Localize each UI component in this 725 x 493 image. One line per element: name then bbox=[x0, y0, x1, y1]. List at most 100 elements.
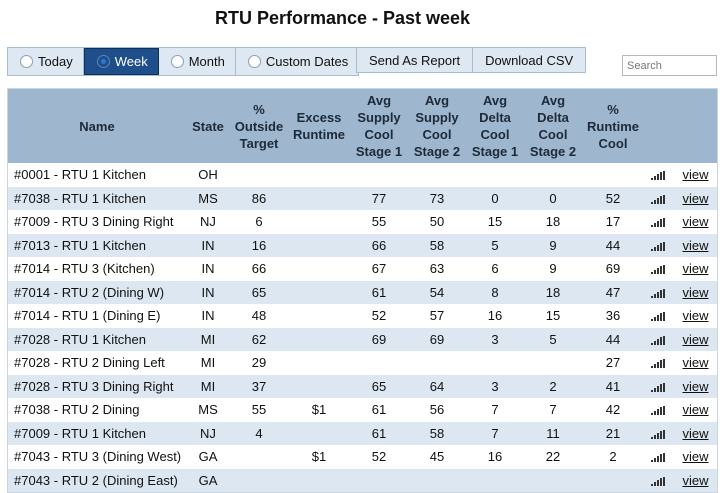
cell-outside-target bbox=[230, 445, 288, 469]
view-link[interactable]: view bbox=[682, 190, 709, 206]
cell-name: #7038 - RTU 2 Dining bbox=[8, 398, 186, 422]
cell-excess-runtime bbox=[288, 257, 350, 281]
bar-chart-icon[interactable] bbox=[651, 382, 665, 392]
download-csv-button[interactable]: Download CSV bbox=[485, 52, 574, 68]
cell-state: MI bbox=[186, 374, 230, 398]
bar-chart-icon[interactable] bbox=[651, 453, 665, 463]
column-header-avg-delta-stage-1[interactable]: Avg Delta Cool Stage 1 bbox=[466, 89, 524, 163]
cell-state: MI bbox=[186, 351, 230, 375]
column-header-state[interactable]: State bbox=[186, 89, 230, 163]
cell-avg-supply-stage-1: 52 bbox=[350, 445, 408, 469]
cell-avg-supply-stage-1: 55 bbox=[350, 210, 408, 234]
cell-excess-runtime bbox=[288, 421, 350, 445]
view-link[interactable]: view bbox=[682, 378, 709, 394]
cell-runtime-cool: 52 bbox=[582, 186, 644, 210]
view-link[interactable]: view bbox=[682, 331, 709, 347]
cell-outside-target bbox=[230, 163, 288, 187]
cell-excess-runtime bbox=[288, 327, 350, 351]
cell-chart bbox=[644, 163, 672, 187]
cell-chart bbox=[644, 304, 672, 328]
cell-state: IN bbox=[186, 304, 230, 328]
column-header-outside-target[interactable]: % Outside Target bbox=[230, 89, 288, 163]
range-today-button[interactable]: Today bbox=[8, 48, 84, 75]
cell-name: #7038 - RTU 1 Kitchen bbox=[8, 186, 186, 210]
column-header-excess-runtime[interactable]: Excess Runtime bbox=[288, 89, 350, 163]
range-month-button[interactable]: Month bbox=[158, 48, 236, 75]
cell-state: IN bbox=[186, 280, 230, 304]
cell-state: MS bbox=[186, 186, 230, 210]
cell-view: view bbox=[672, 257, 717, 281]
table-row: #7043 - RTU 3 (Dining West) GA $1 52 45 16 22 2… bbox=[8, 445, 717, 469]
column-header-name[interactable]: Name bbox=[8, 89, 186, 163]
column-header-avg-supply-stage-2[interactable]: Avg Supply Cool Stage 2 bbox=[408, 89, 466, 163]
cell-name: #7028 - RTU 3 Dining Right bbox=[8, 374, 186, 398]
bar-chart-icon[interactable] bbox=[651, 335, 665, 345]
cell-avg-delta-stage-2: 15 bbox=[524, 304, 582, 328]
view-link[interactable]: view bbox=[682, 402, 709, 418]
send-as-report-button[interactable]: Send As Report bbox=[357, 48, 474, 72]
column-header-avg-delta-stage-2[interactable]: Avg Delta Cool Stage 2 bbox=[524, 89, 582, 163]
bar-chart-icon[interactable] bbox=[651, 476, 665, 486]
cell-avg-delta-stage-1: 16 bbox=[466, 445, 524, 469]
cell-chart bbox=[644, 468, 672, 492]
cell-avg-delta-stage-2: 2 bbox=[524, 374, 582, 398]
bar-chart-icon[interactable] bbox=[651, 265, 665, 275]
cell-chart bbox=[644, 327, 672, 351]
cell-avg-delta-stage-2: 18 bbox=[524, 280, 582, 304]
bar-chart-icon[interactable] bbox=[651, 288, 665, 298]
radio-icon bbox=[247, 55, 261, 68]
table-header-row: Name State % Outside Target Excess Runti… bbox=[8, 89, 717, 163]
cell-state: IN bbox=[186, 257, 230, 281]
cell-state: OH bbox=[186, 163, 230, 187]
cell-avg-delta-stage-1: 8 bbox=[466, 280, 524, 304]
cell-runtime-cool: 17 bbox=[582, 210, 644, 234]
view-link[interactable]: view bbox=[682, 425, 709, 441]
view-link[interactable]: view bbox=[682, 308, 709, 324]
cell-avg-delta-stage-2: 9 bbox=[524, 233, 582, 257]
cell-avg-supply-stage-1 bbox=[350, 351, 408, 375]
cell-avg-supply-stage-2: 73 bbox=[408, 186, 466, 210]
cell-chart bbox=[644, 257, 672, 281]
view-link[interactable]: view bbox=[682, 214, 709, 230]
bar-chart-icon[interactable] bbox=[651, 312, 665, 322]
column-header-avg-supply-stage-1[interactable]: Avg Supply Cool Stage 1 bbox=[350, 89, 408, 163]
cell-avg-delta-stage-2: 5 bbox=[524, 327, 582, 351]
range-week-button[interactable]: Week bbox=[83, 48, 159, 75]
column-header-runtime-cool[interactable]: % Runtime Cool bbox=[582, 89, 644, 163]
cell-outside-target: 55 bbox=[230, 398, 288, 422]
cell-excess-runtime bbox=[288, 304, 350, 328]
cell-chart bbox=[644, 445, 672, 469]
bar-chart-icon[interactable] bbox=[651, 359, 665, 369]
cell-avg-supply-stage-1 bbox=[350, 163, 408, 187]
bar-chart-icon[interactable] bbox=[651, 218, 665, 228]
bar-chart-icon[interactable] bbox=[651, 171, 665, 181]
view-link[interactable]: view bbox=[682, 237, 709, 253]
view-link[interactable]: view bbox=[682, 449, 709, 465]
view-link[interactable]: view bbox=[682, 355, 709, 371]
range-custom-dates-button[interactable]: Custom Dates bbox=[235, 48, 359, 75]
bar-chart-icon[interactable] bbox=[651, 406, 665, 416]
table-row: #7028 - RTU 2 Dining Left MI 29 27 view bbox=[8, 351, 717, 375]
view-link[interactable]: view bbox=[682, 261, 709, 277]
cell-name: #0001 - RTU 1 Kitchen bbox=[8, 163, 186, 187]
rtu-performance-table: Name State % Outside Target Excess Runti… bbox=[7, 88, 718, 493]
bar-chart-icon[interactable] bbox=[651, 429, 665, 439]
cell-avg-supply-stage-2 bbox=[408, 351, 466, 375]
cell-runtime-cool: 42 bbox=[582, 398, 644, 422]
view-link[interactable]: view bbox=[682, 472, 709, 488]
cell-name: #7009 - RTU 3 Dining Right bbox=[8, 210, 186, 234]
cell-outside-target: 86 bbox=[230, 186, 288, 210]
cell-runtime-cool: 2 bbox=[582, 445, 644, 469]
view-link[interactable]: view bbox=[682, 167, 709, 183]
bar-chart-icon[interactable] bbox=[651, 194, 665, 204]
search-input[interactable] bbox=[622, 55, 717, 76]
page-title: RTU Performance - Past week bbox=[214, 8, 471, 28]
range-label: Week bbox=[114, 54, 148, 69]
radio-icon bbox=[170, 55, 184, 68]
cell-avg-delta-stage-2: 0 bbox=[524, 186, 582, 210]
cell-avg-supply-stage-1: 61 bbox=[350, 280, 408, 304]
bar-chart-icon[interactable] bbox=[651, 241, 665, 251]
cell-avg-supply-stage-2 bbox=[408, 468, 466, 492]
view-link[interactable]: view bbox=[682, 284, 709, 300]
cell-excess-runtime bbox=[288, 233, 350, 257]
